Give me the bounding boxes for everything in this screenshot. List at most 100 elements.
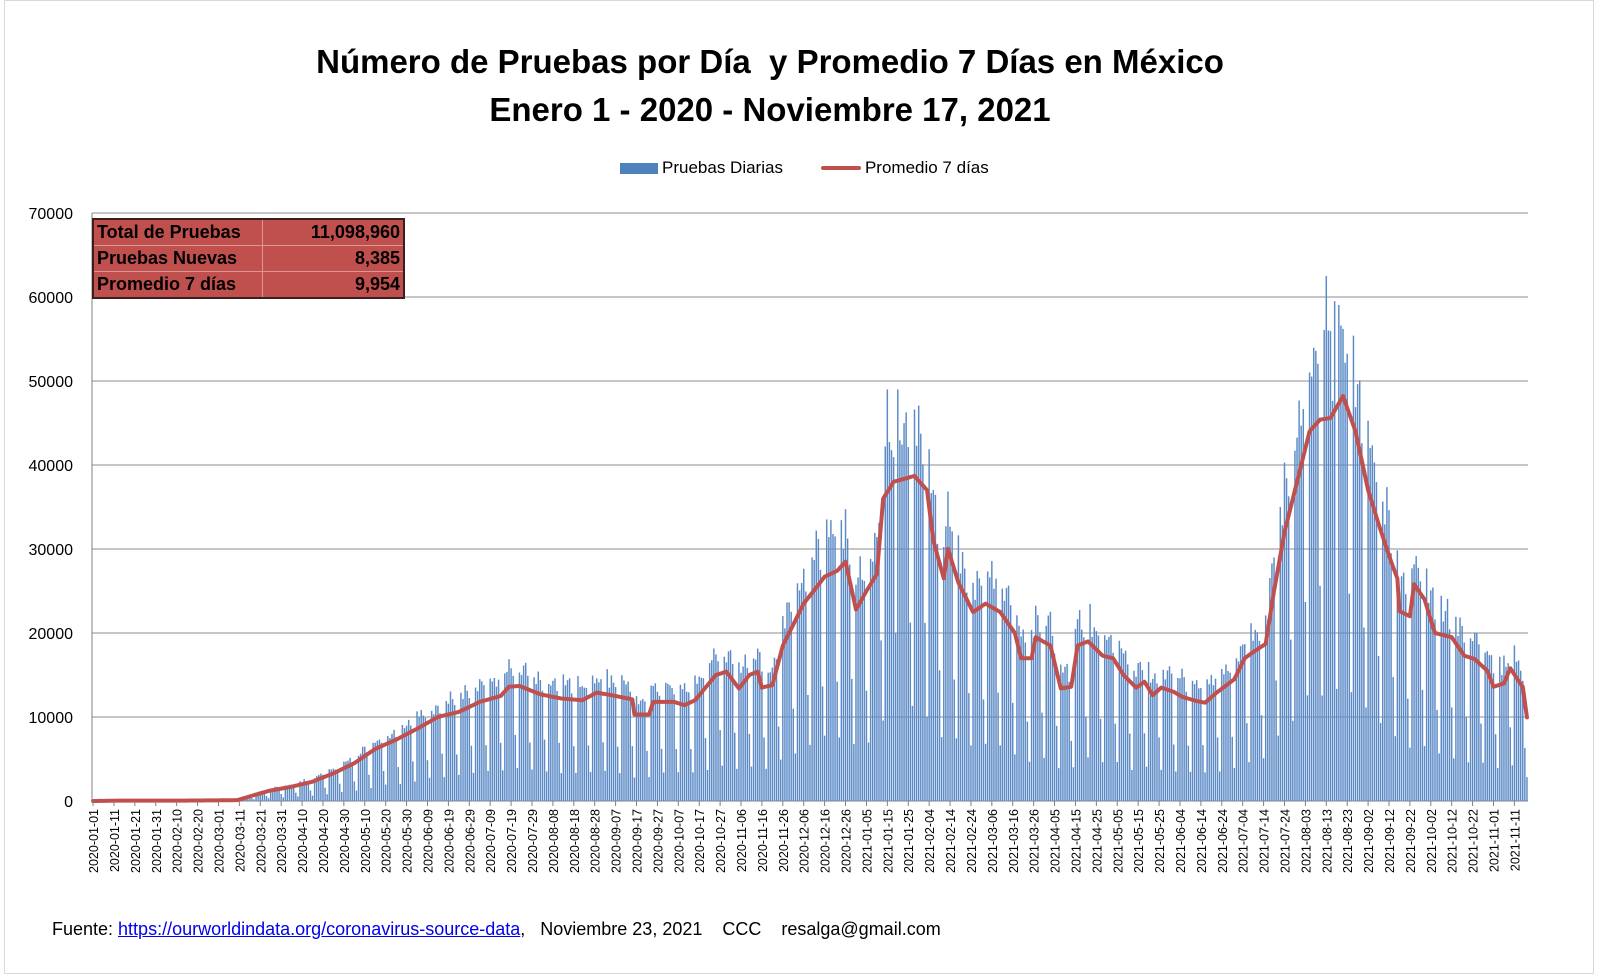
daily-bar [458,774,460,801]
daily-bar [445,701,448,801]
daily-bar [1396,550,1399,801]
daily-bar [784,628,786,801]
daily-bar [1160,769,1162,801]
daily-bar [1526,777,1528,801]
daily-bar [844,509,847,801]
daily-bar [506,671,508,801]
daily-bar [955,738,958,801]
daily-bar [1279,506,1282,801]
x-tick-label: 2020-09-17 [631,809,645,873]
x-tick-label: 2021-07-14 [1258,809,1272,873]
daily-bar [961,552,964,801]
daily-bar [1129,733,1131,801]
daily-bar [1154,673,1156,801]
daily-bar [508,659,510,801]
daily-bar [437,705,439,801]
daily-bar [1338,304,1340,801]
x-tick-label: 2021-09-12 [1383,809,1397,873]
daily-bar [1323,329,1325,801]
daily-bar [627,681,629,801]
daily-bar [301,782,303,801]
daily-bar [1390,553,1392,801]
daily-bar [1448,629,1451,801]
daily-bar [1513,645,1516,801]
daily-bar [1302,409,1305,801]
daily-bar [272,788,274,801]
daily-bar [1313,347,1315,801]
daily-bar [920,433,922,801]
daily-bar [309,790,312,801]
daily-bar [848,564,851,801]
daily-bar [1068,681,1070,801]
y-tick-label: 50000 [29,374,74,391]
daily-bar [1262,758,1265,801]
daily-bar [547,684,550,801]
daily-bar [1022,629,1024,801]
x-tick-label: 2020-03-01 [212,809,226,873]
x-tick-label: 2021-06-14 [1195,809,1209,873]
daily-bar [1333,301,1336,801]
daily-bar [1465,717,1468,801]
x-tick-label: 2020-03-21 [254,809,268,873]
daily-bar [1139,661,1141,801]
daily-bar [982,699,985,801]
daily-bar [1028,761,1031,801]
daily-bar [1344,362,1346,801]
daily-bar [483,685,485,801]
daily-bar [328,769,330,801]
daily-bar [403,728,406,801]
daily-bar [901,444,903,801]
daily-bar [700,677,703,801]
daily-bar [1231,736,1233,801]
daily-bar [1177,677,1179,801]
daily-bar [303,779,305,801]
daily-bar [353,781,356,801]
daily-bar [384,784,387,801]
daily-bar [1409,747,1411,801]
daily-bar [1106,639,1108,801]
daily-bar [1078,610,1081,801]
daily-bar [341,791,343,801]
daily-bar [729,650,732,801]
summary-row-new: Pruebas Nuevas 8,385 [92,245,405,272]
x-tick-label: 2021-05-25 [1153,809,1167,873]
x-tick-label: 2020-08-08 [547,809,561,873]
daily-bar [424,717,427,801]
daily-bar [890,450,893,801]
daily-bar [685,691,688,801]
x-tick-label: 2020-06-29 [463,809,477,873]
y-tick-label: 10000 [29,710,74,727]
daily-bar [803,568,805,801]
daily-bar [593,683,596,801]
daily-bar [777,726,780,801]
daily-bar [1467,762,1470,801]
daily-bar [1444,610,1447,801]
daily-bar [307,781,310,801]
daily-bar [669,685,671,801]
daily-bar [295,792,297,801]
daily-bar [658,695,661,801]
daily-bar [1195,680,1198,801]
daily-bar [550,685,552,801]
daily-bar [1522,680,1524,801]
daily-bar [479,679,481,801]
daily-bar [978,578,981,801]
daily-bar [1085,717,1087,801]
daily-bar [422,715,425,801]
y-tick-label: 40000 [29,458,74,475]
daily-bar [368,774,370,801]
daily-bar [366,752,368,801]
daily-bar [387,735,389,801]
daily-bars [117,276,1528,801]
daily-bar [648,777,650,801]
source-link[interactable]: https://ourworldindata.org/coronavirus-s… [118,919,521,939]
daily-bar [1218,771,1221,801]
daily-bar [345,761,347,801]
daily-bar [1162,669,1164,801]
daily-bar [322,774,324,801]
daily-bar [928,449,930,801]
legend-label-average: Promedio 7 días [864,158,989,177]
daily-bar [1108,636,1110,801]
x-tick-label: 2020-10-17 [693,809,707,873]
daily-bar [688,692,690,801]
